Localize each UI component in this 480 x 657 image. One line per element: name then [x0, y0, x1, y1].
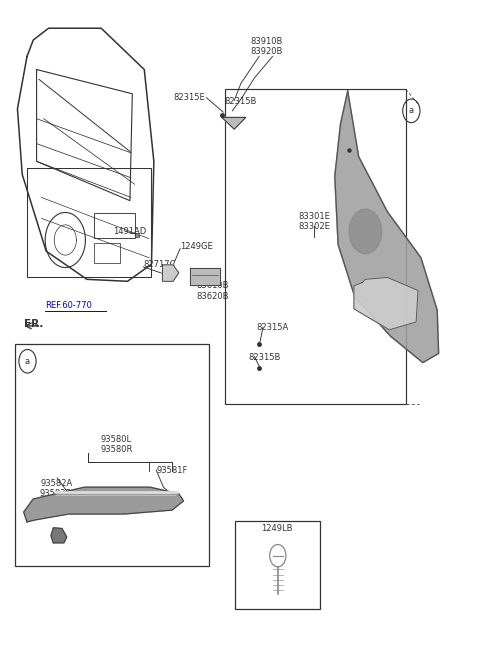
- Text: 82315A: 82315A: [257, 323, 289, 332]
- Text: 1249GE: 1249GE: [180, 242, 213, 251]
- Polygon shape: [190, 268, 220, 285]
- Bar: [94, 243, 120, 263]
- Text: 82315B: 82315B: [249, 353, 281, 362]
- Bar: [94, 213, 135, 238]
- Text: a: a: [25, 357, 30, 366]
- Text: a: a: [409, 106, 414, 116]
- Text: REF.60-770: REF.60-770: [45, 301, 92, 310]
- Polygon shape: [24, 487, 183, 522]
- Polygon shape: [335, 91, 439, 363]
- Text: 82717C: 82717C: [144, 260, 176, 269]
- Bar: [235, 520, 321, 609]
- Text: 1249LB: 1249LB: [262, 524, 293, 533]
- Bar: [225, 89, 406, 404]
- Text: 82315B: 82315B: [225, 97, 257, 106]
- Text: 93581F: 93581F: [156, 466, 188, 474]
- Text: FR.: FR.: [24, 319, 43, 329]
- Polygon shape: [162, 265, 179, 281]
- Text: 83301E
83302E: 83301E 83302E: [298, 212, 330, 231]
- Polygon shape: [349, 209, 382, 254]
- Text: 93582A
93582B: 93582A 93582B: [40, 479, 72, 498]
- Text: 82315E: 82315E: [174, 93, 205, 102]
- Text: 93580L
93580R: 93580L 93580R: [100, 435, 132, 455]
- Text: 83910B
83920B: 83910B 83920B: [250, 37, 283, 57]
- Bar: [15, 344, 209, 566]
- Text: 1491AD: 1491AD: [113, 227, 146, 236]
- Polygon shape: [354, 277, 418, 330]
- Text: 83610B
83620B: 83610B 83620B: [196, 281, 228, 301]
- Polygon shape: [222, 118, 246, 129]
- Polygon shape: [51, 528, 67, 543]
